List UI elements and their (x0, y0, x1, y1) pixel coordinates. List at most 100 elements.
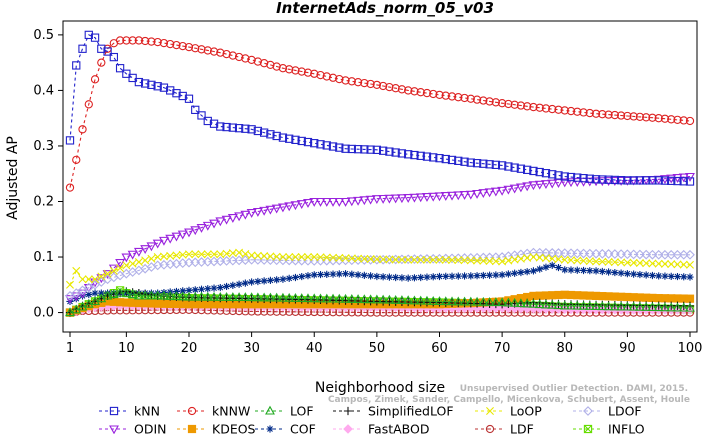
data-point (309, 293, 320, 303)
data-point (584, 301, 595, 310)
data-point (234, 124, 244, 133)
data-point (667, 272, 675, 280)
series-line (69, 292, 691, 314)
data-point (235, 280, 243, 288)
data-point (667, 176, 676, 185)
data-point (378, 294, 389, 304)
data-point (115, 36, 125, 45)
data-point (591, 175, 601, 184)
data-point (485, 271, 494, 279)
y-tick-label: 0.4 (33, 83, 54, 98)
data-point (473, 272, 481, 280)
data-point (447, 155, 457, 165)
data-point (96, 277, 107, 287)
data-point (441, 154, 450, 164)
data-point (385, 147, 394, 156)
data-point (241, 249, 250, 258)
data-point (522, 182, 533, 192)
data-point (661, 272, 669, 280)
data-point (509, 184, 520, 194)
data-point (440, 296, 451, 306)
data-point (391, 255, 400, 264)
data-point (579, 108, 588, 117)
data-point (209, 47, 219, 56)
legend-marker (265, 405, 275, 415)
data-point (585, 257, 594, 266)
data-point (134, 36, 144, 45)
data-point (548, 170, 557, 179)
data-point (322, 253, 331, 262)
data-point (559, 248, 570, 259)
data-point (685, 177, 695, 186)
data-point (340, 197, 351, 207)
data-point (478, 296, 489, 306)
data-point (321, 197, 332, 207)
data-point (247, 55, 256, 65)
data-point (365, 294, 376, 304)
data-point (384, 294, 395, 304)
data-point (567, 256, 575, 265)
data-point (434, 296, 445, 306)
data-point (228, 249, 237, 258)
data-point (210, 284, 218, 292)
data-point (610, 175, 619, 185)
data-point (171, 291, 182, 301)
data-point (78, 292, 87, 300)
data-point (141, 256, 150, 265)
data-point (392, 273, 400, 282)
data-point (466, 256, 475, 265)
data-point (359, 294, 370, 304)
data-point (510, 163, 519, 172)
data-point (191, 250, 200, 259)
data-point (83, 282, 94, 293)
data-point (285, 134, 294, 143)
data-point (554, 105, 563, 114)
data-point (410, 150, 419, 160)
data-point (535, 103, 544, 112)
data-point (541, 299, 551, 309)
data-point (309, 197, 320, 207)
data-point (491, 160, 501, 169)
data-point (429, 153, 438, 162)
data-point (121, 287, 132, 297)
data-point (547, 179, 558, 189)
data-point (609, 301, 620, 311)
data-point (479, 256, 488, 265)
data-point (503, 185, 514, 195)
data-point (642, 176, 651, 185)
data-point (65, 183, 75, 192)
data-point (572, 300, 583, 310)
data-point (591, 109, 601, 118)
data-point (479, 96, 488, 105)
data-point (679, 260, 688, 269)
data-point (404, 274, 412, 282)
data-point (290, 201, 301, 211)
data-point (221, 292, 232, 301)
data-point (371, 195, 382, 205)
data-point (686, 273, 694, 281)
legend-item-lof: LOF (255, 404, 314, 419)
data-point (228, 123, 237, 132)
data-point (391, 84, 400, 93)
plot-frame (62, 20, 698, 333)
data-point (335, 253, 344, 262)
data-point (610, 110, 619, 120)
data-point (127, 250, 138, 260)
data-point (404, 86, 413, 95)
data-point (673, 272, 682, 281)
data-point (315, 293, 326, 303)
data-point (372, 145, 382, 154)
data-point (177, 291, 188, 301)
data-point (346, 294, 357, 303)
data-point (454, 272, 462, 280)
y-tick-label: 0.2 (33, 194, 54, 209)
data-point (297, 253, 306, 262)
data-point (316, 270, 325, 279)
data-point (672, 302, 683, 312)
data-point (66, 280, 74, 289)
data-point (465, 190, 476, 200)
data-point (553, 179, 564, 188)
data-point (133, 290, 144, 300)
data-point (134, 258, 143, 267)
data-point (215, 291, 226, 301)
